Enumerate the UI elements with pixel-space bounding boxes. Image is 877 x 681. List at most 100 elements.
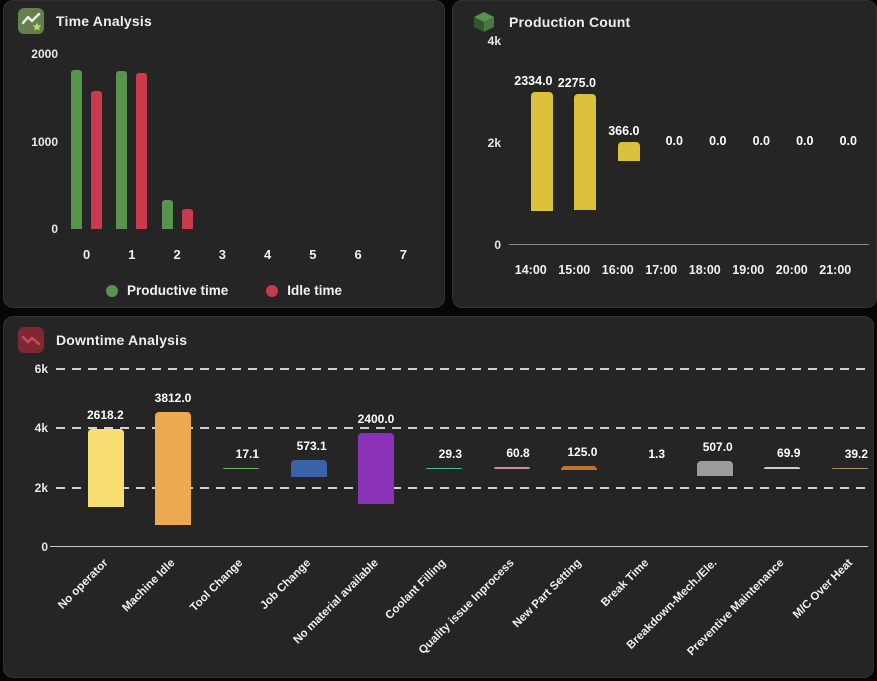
value-label: 2275.0 [557, 75, 596, 90]
time-bar-group [381, 54, 426, 229]
value-label: 0.0 [665, 133, 683, 148]
downtime-bar-slot: 1.3 [597, 369, 665, 547]
legend-label: Productive time [126, 283, 229, 298]
production-y-axis: 4k 2k 0 [465, 34, 501, 252]
downtime-bar-slot: 39.2 [800, 369, 869, 547]
time-bar[interactable] [91, 91, 103, 229]
time-bar-group [200, 54, 245, 229]
x-tick-label: 0 [83, 247, 91, 262]
time-y-axis: 2000 1000 0 [12, 47, 58, 236]
time-bar[interactable] [116, 71, 128, 229]
x-tick-label: 21:00 [819, 263, 852, 277]
production-bar-slot: 0.0 [640, 41, 683, 245]
legend-dot [266, 284, 279, 297]
production-count-header: Production Count [471, 9, 630, 35]
panel-title: Downtime Analysis [56, 332, 188, 348]
x-tick-label: 16:00 [601, 263, 634, 277]
value-label: 2618.2 [86, 408, 124, 422]
value-label: 39.2 [844, 446, 869, 461]
cube-icon [471, 9, 497, 35]
downtime-plot-area: 2618.2 3812.0 17.1 573.1 2400.0 29.3 60.8 125.0… [50, 368, 869, 547]
value-label: 17.1 [235, 446, 260, 461]
x-tick-label: 18:00 [688, 263, 721, 277]
time-bar-group [64, 54, 109, 229]
value-label: 125.0 [567, 445, 598, 459]
production-bar-slot: 0.0 [770, 41, 814, 245]
x-tick-label: 6 [354, 247, 362, 262]
x-tick-label: 3 [218, 247, 226, 262]
value-label: 3812.0 [154, 390, 192, 405]
x-tick-label: 14:00 [514, 263, 547, 277]
value-label: 0.0 [839, 133, 857, 148]
downtime-bar[interactable] [87, 429, 124, 507]
production-bar-slot: 0.0 [683, 41, 726, 245]
value-label: 0.0 [796, 133, 814, 148]
y-tick-label: 0 [51, 222, 58, 236]
value-label: 2334.0 [514, 74, 553, 88]
value-label: 60.8 [506, 446, 530, 460]
time-bar-group [290, 54, 335, 229]
downtime-bar[interactable] [358, 432, 395, 504]
production-bar[interactable] [530, 92, 553, 211]
time-bar[interactable] [181, 209, 193, 229]
x-tick-label: 19:00 [732, 263, 765, 277]
production-bar-slot: 0.0 [814, 41, 857, 245]
panel-title: Time Analysis [56, 13, 152, 29]
y-tick-label: 2k [487, 136, 501, 150]
y-tick-label: 2k [34, 480, 48, 495]
downtrend-chart-icon [18, 327, 44, 353]
downtime-bar[interactable] [764, 467, 801, 469]
time-bar[interactable] [136, 73, 148, 229]
category-label: Coolant Filling [383, 557, 449, 622]
downtime-bar[interactable] [832, 467, 869, 469]
production-bar[interactable] [574, 93, 596, 210]
value-label: 2400.0 [357, 411, 395, 426]
value-label: 29.3 [438, 446, 463, 461]
value-label: 0.0 [752, 133, 770, 148]
x-axis-line [50, 546, 868, 547]
downtime-bar-slot: 2618.2 [56, 369, 124, 547]
x-tick-label: 17:00 [645, 263, 678, 277]
downtime-bar-slot: 17.1 [191, 369, 260, 547]
legend-item[interactable]: Idle time [266, 283, 342, 298]
downtime-analysis-panel: Downtime Analysis 6k 4k 2k 0 2618.2 3812.0 17… [3, 316, 874, 678]
y-tick-label: 6k [34, 362, 48, 376]
time-analysis-panel: Time Analysis 2000 1000 0 0 1 2 3 4 5 6 7 Product… [3, 0, 445, 308]
time-x-axis: 0 1 2 3 4 5 6 7 [64, 247, 426, 262]
value-label: 1.3 [648, 447, 666, 461]
y-tick-label: 1000 [31, 134, 58, 149]
downtime-bar[interactable] [155, 411, 192, 525]
downtime-bar[interactable] [493, 467, 530, 469]
value-label: 507.0 [702, 439, 733, 454]
production-count-panel: Production Count 4k 2k 0 2334.0 2275.0 366.0… [452, 0, 877, 308]
gridline [56, 368, 868, 370]
downtime-bar[interactable] [223, 467, 260, 469]
value-label: 573.1 [296, 438, 327, 453]
downtime-bar-slot: 3812.0 [124, 369, 192, 547]
downtime-bar[interactable] [561, 466, 598, 470]
production-bar-slot: 2275.0 [553, 41, 596, 245]
time-bar-group [155, 54, 200, 229]
downtime-category-labels: No operator Machine Idle Tool Change Job Ch… [56, 553, 868, 675]
category-label: No operator [55, 557, 111, 612]
time-bar[interactable] [71, 70, 83, 229]
x-tick-label: 5 [309, 247, 317, 262]
x-axis-line [509, 244, 869, 245]
x-tick-label: 15:00 [558, 263, 591, 277]
downtime-bar[interactable] [426, 467, 463, 469]
time-legend: Productive time Idle time [4, 283, 444, 298]
y-tick-label: 4k [487, 34, 501, 48]
y-tick-label: 2000 [31, 47, 58, 61]
time-bar[interactable] [161, 200, 173, 229]
y-tick-label: 4k [34, 421, 48, 436]
time-analysis-header: Time Analysis [18, 8, 152, 34]
category-label: Job Change [258, 557, 314, 613]
category-label: Break Time [599, 557, 652, 610]
downtime-bar[interactable] [696, 460, 733, 476]
production-bar-slot: 0.0 [727, 41, 770, 245]
downtime-bar[interactable] [290, 459, 327, 477]
legend-item[interactable]: Productive time [105, 283, 229, 298]
y-tick-label: 0 [494, 238, 501, 252]
time-bar-group [245, 54, 290, 229]
production-bar[interactable] [617, 142, 640, 161]
